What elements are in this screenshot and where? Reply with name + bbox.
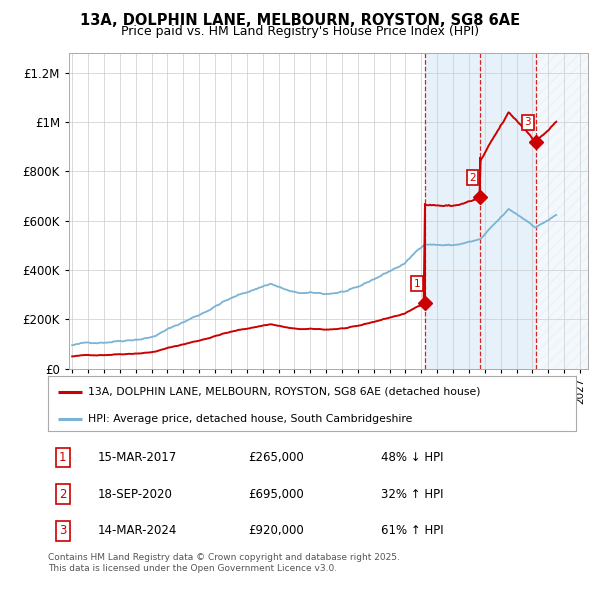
Text: 2: 2 — [59, 487, 67, 501]
Text: HPI: Average price, detached house, South Cambridgeshire: HPI: Average price, detached house, Sout… — [88, 414, 412, 424]
Text: Contains HM Land Registry data © Crown copyright and database right 2025.
This d: Contains HM Land Registry data © Crown c… — [48, 553, 400, 573]
Text: 61% ↑ HPI: 61% ↑ HPI — [380, 525, 443, 537]
Text: 15-MAR-2017: 15-MAR-2017 — [98, 451, 178, 464]
Bar — [536, 53, 588, 369]
Bar — [425, 53, 481, 369]
Text: 13A, DOLPHIN LANE, MELBOURN, ROYSTON, SG8 6AE (detached house): 13A, DOLPHIN LANE, MELBOURN, ROYSTON, SG… — [88, 386, 480, 396]
Text: 1: 1 — [413, 278, 420, 289]
Text: £265,000: £265,000 — [248, 451, 304, 464]
Text: Price paid vs. HM Land Registry's House Price Index (HPI): Price paid vs. HM Land Registry's House … — [121, 25, 479, 38]
Text: 14-MAR-2024: 14-MAR-2024 — [98, 525, 178, 537]
Text: £695,000: £695,000 — [248, 487, 304, 501]
Text: 48% ↓ HPI: 48% ↓ HPI — [380, 451, 443, 464]
Text: 3: 3 — [524, 117, 531, 127]
Text: 3: 3 — [59, 525, 67, 537]
Text: £920,000: £920,000 — [248, 525, 304, 537]
Text: 32% ↑ HPI: 32% ↑ HPI — [380, 487, 443, 501]
Text: 2: 2 — [469, 173, 476, 183]
Text: 18-SEP-2020: 18-SEP-2020 — [98, 487, 173, 501]
Bar — [481, 53, 536, 369]
Text: 1: 1 — [59, 451, 67, 464]
Text: 13A, DOLPHIN LANE, MELBOURN, ROYSTON, SG8 6AE: 13A, DOLPHIN LANE, MELBOURN, ROYSTON, SG… — [80, 13, 520, 28]
